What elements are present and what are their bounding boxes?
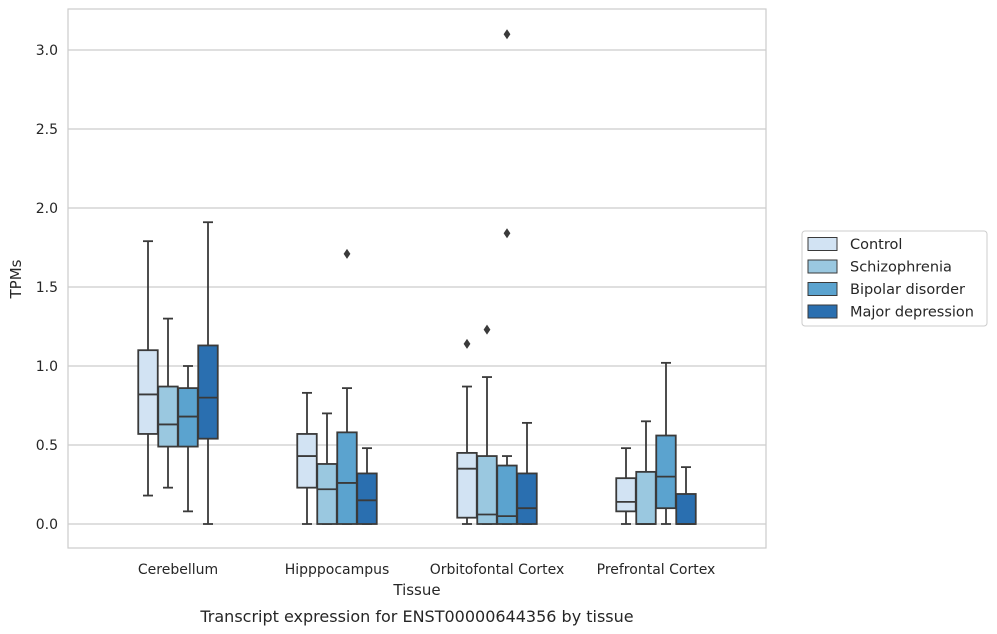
box-schizophrenia-0 (157, 317, 179, 489)
box-control-2 (456, 338, 478, 525)
box-major-depression-0 (197, 221, 219, 525)
y-tick-label: 2.0 (36, 201, 58, 217)
box-bipolar-disorder-1 (336, 248, 358, 525)
box-control-0 (137, 240, 159, 497)
legend-swatch (807, 304, 838, 319)
legend-label: Schizophrenia (850, 260, 952, 276)
outlier-point (503, 228, 511, 239)
box-iqr (197, 344, 219, 440)
box-iqr (635, 470, 657, 525)
x-axis-label: Tissue (392, 581, 440, 599)
box-series (137, 29, 697, 525)
outlier-point (463, 338, 471, 349)
y-tick-label: 1.0 (36, 359, 58, 375)
box-iqr (615, 477, 637, 513)
y-tick-label: 1.5 (36, 280, 58, 296)
box-bipolar-disorder-3 (655, 361, 677, 525)
legend-swatch (807, 259, 838, 274)
box-iqr (296, 433, 318, 489)
box-iqr (655, 434, 677, 510)
y-axis-ticks: 0.0 0.5 1.0 1.5 2.0 2.5 3.0 (36, 43, 58, 533)
outlier-point (503, 29, 511, 40)
box-schizophrenia-3 (635, 420, 657, 525)
box-iqr (137, 349, 159, 435)
box-iqr (356, 472, 378, 525)
outlier-point (483, 324, 491, 335)
box-schizophrenia-2 (476, 324, 498, 525)
plot-area-frame (67, 8, 767, 549)
box-major-depression-3 (675, 466, 697, 525)
x-tick-label: Cerebellum (138, 562, 218, 578)
y-axis-label: TPMs (7, 259, 25, 299)
legend-label: Major depression (850, 305, 974, 321)
y-tick-label: 3.0 (36, 43, 58, 59)
x-axis-ticks: Cerebellum Hipppocampus Orbitofontal Corte… (138, 562, 715, 578)
box-schizophrenia-1 (316, 412, 338, 525)
y-tick-label: 2.5 (36, 122, 58, 138)
outlier-point (343, 248, 351, 259)
legend-label: Bipolar disorder (850, 282, 965, 298)
box-bipolar-disorder-2 (496, 29, 518, 525)
y-tick-label: 0.5 (36, 438, 58, 454)
box-iqr (316, 463, 338, 525)
box-major-depression-1 (356, 447, 378, 525)
legend-frame (801, 230, 988, 327)
x-tick-label: Hipppocampus (285, 562, 390, 578)
box-bipolar-disorder-0 (177, 365, 199, 513)
chart-caption: Transcript expression for ENST0000064435… (199, 607, 633, 626)
box-iqr (516, 472, 538, 525)
y-tick-label: 0.0 (36, 517, 58, 533)
box-iqr (336, 431, 358, 525)
box-control-1 (296, 391, 318, 525)
x-tick-label: Prefrontal Cortex (597, 562, 716, 578)
box-major-depression-2 (516, 421, 538, 525)
legend-swatch (807, 237, 838, 251)
legend: Control Schizophrenia Bipolar disorder Majo… (801, 230, 988, 327)
box-iqr (456, 451, 478, 519)
box-control-3 (615, 447, 637, 525)
box-iqr (157, 385, 179, 448)
x-tick-label: Orbitofontal Cortex (430, 562, 565, 578)
legend-swatch (807, 282, 838, 296)
legend-label: Control (850, 237, 902, 253)
box-iqr (675, 493, 697, 525)
